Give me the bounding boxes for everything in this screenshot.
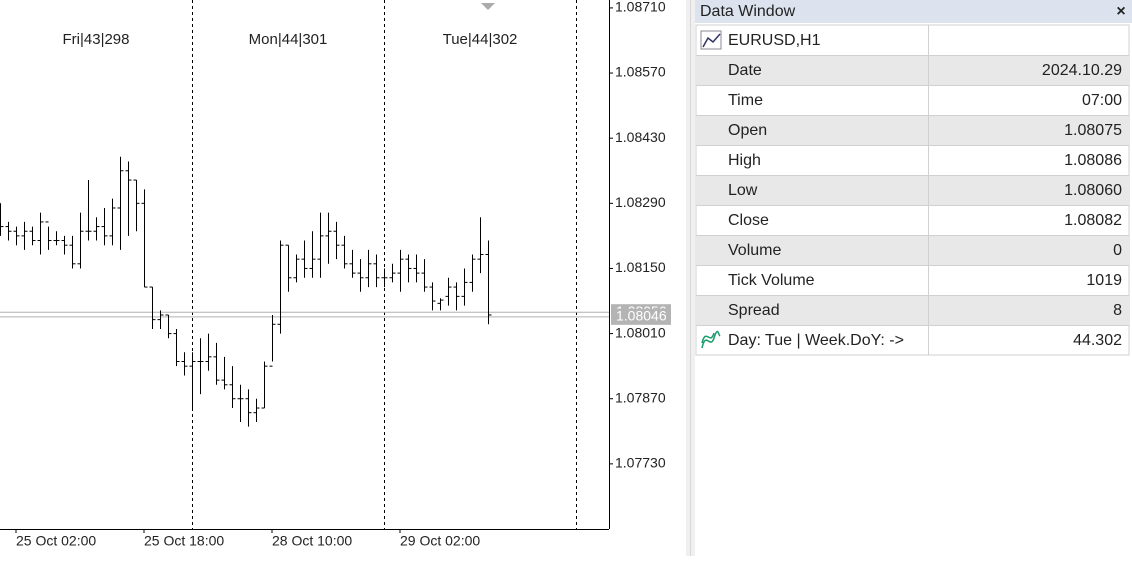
day-label: Fri|43|298 xyxy=(63,31,130,48)
x-tick-label: 25 Oct 18:00 xyxy=(144,533,224,549)
row-value: 1.08060 xyxy=(1064,182,1122,199)
symbol-icon xyxy=(702,33,721,48)
y-tick-label: 1.07870 xyxy=(615,389,666,405)
symbol-icon-frame xyxy=(700,30,722,50)
y-tick-label: 1.07730 xyxy=(615,455,666,471)
row-value: 8 xyxy=(1113,302,1122,319)
row-value: 1019 xyxy=(1086,272,1122,289)
indicator-icon xyxy=(701,330,721,349)
row-label: Date xyxy=(728,62,762,79)
x-tick-label: 25 Oct 02:00 xyxy=(16,533,96,549)
row-background xyxy=(697,176,1128,205)
row-label: Time xyxy=(728,92,763,109)
row-label: Spread xyxy=(728,302,780,319)
row-value: 1.08082 xyxy=(1064,212,1122,229)
window-header xyxy=(695,0,1132,23)
symbol: EURUSD,H1 xyxy=(728,32,821,49)
row-label: Close xyxy=(728,212,769,229)
row-label: Volume xyxy=(728,242,781,259)
row-background xyxy=(697,296,1128,325)
close-button[interactable]: × xyxy=(1116,3,1125,20)
y-tick-label: 1.08150 xyxy=(615,259,666,275)
row-value: 1.08075 xyxy=(1064,122,1122,139)
table-border xyxy=(695,24,1130,356)
row-value: 1.08086 xyxy=(1064,152,1122,169)
indicator-value: 44.302 xyxy=(1073,332,1122,349)
y-tick-label: 1.08570 xyxy=(615,64,666,80)
day-label: Mon|44|301 xyxy=(249,31,328,48)
y-tick-label: 1.08710 xyxy=(615,0,666,15)
indicator-label: Day: Tue | Week.DoY: -> xyxy=(728,332,904,349)
row-value: 07:00 xyxy=(1082,92,1122,109)
row-label: Tick Volume xyxy=(728,272,815,289)
y-tick-label: 1.08430 xyxy=(615,129,666,145)
row-background xyxy=(697,236,1128,265)
row-label: High xyxy=(728,152,761,169)
row-label: Low xyxy=(728,182,758,199)
row-label: Open xyxy=(728,122,767,139)
y-tick-label: 1.08290 xyxy=(615,194,666,210)
y-tick-label: 1.08010 xyxy=(615,324,666,340)
row-background xyxy=(697,116,1128,145)
data-window: Data Window × EURUSD,H1 Day: Tue | Week.… xyxy=(695,0,1132,356)
price-label-box xyxy=(611,308,671,325)
price-label: 1.08046 xyxy=(616,308,667,324)
shift-marker xyxy=(481,3,495,10)
row-background xyxy=(697,56,1128,85)
x-tick-label: 29 Oct 02:00 xyxy=(400,533,480,549)
row-value: 2024.10.29 xyxy=(1042,62,1122,79)
row-value: 0 xyxy=(1113,242,1122,259)
chart: 1.08710 1.08570 1.08430 1.08290 1.08150 1.080… xyxy=(0,0,671,549)
x-tick-label: 28 Oct 10:00 xyxy=(272,533,352,549)
window-title: Data Window xyxy=(700,3,796,20)
day-label: Tue|44|302 xyxy=(443,31,518,48)
